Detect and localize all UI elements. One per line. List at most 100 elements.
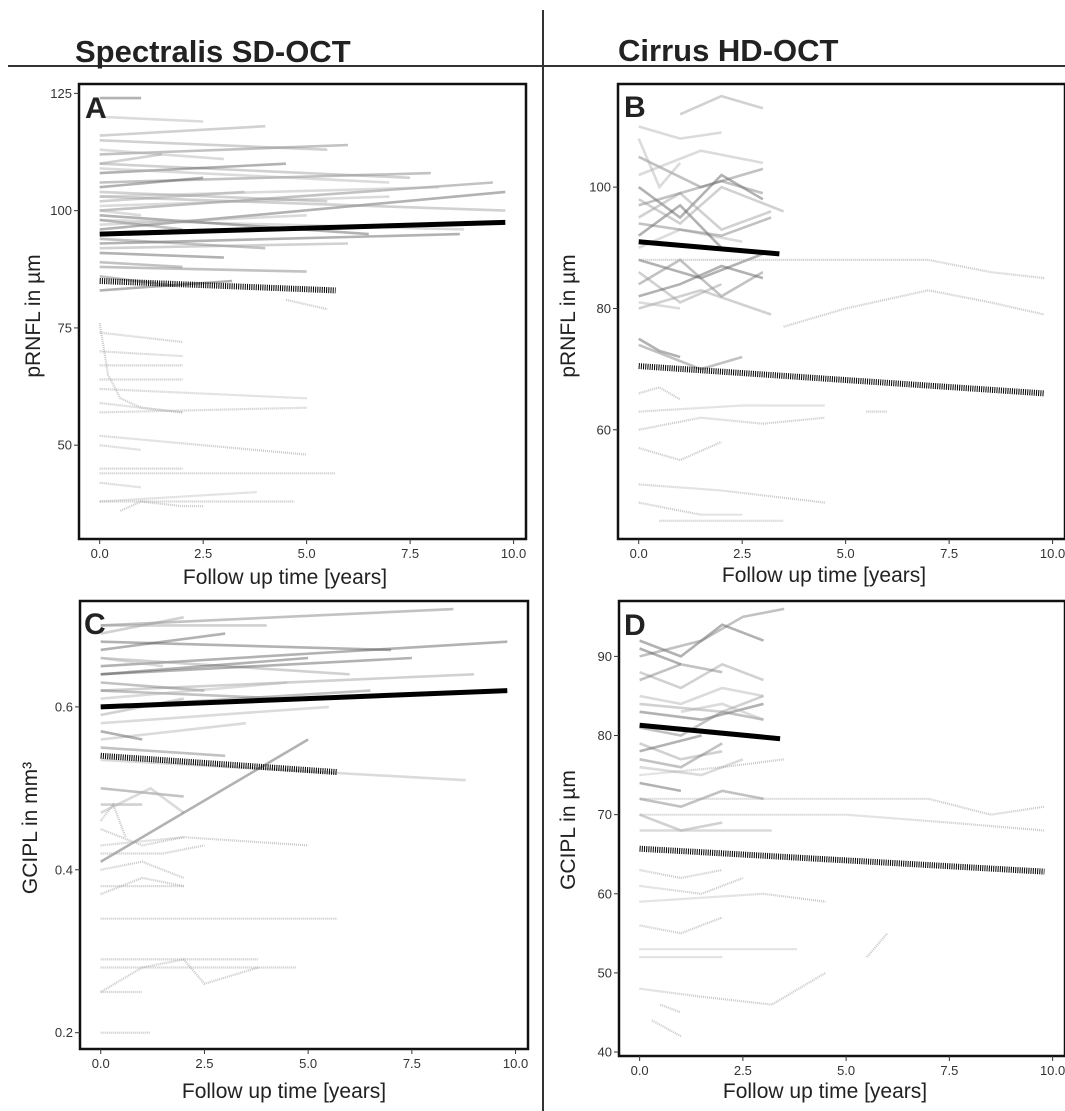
panel-b-letter: B — [624, 91, 646, 124]
panel-d-xtick-label: 2.5 — [734, 1063, 752, 1078]
panel-b: 0.0 2.5 5.0 7.5 10.0 6080100 B Follow up tim… — [557, 84, 1065, 587]
panel-a-xlabel: Follow up time [years] — [183, 566, 387, 589]
panel-d-subject-line — [640, 815, 1045, 831]
panel-b-mean-line-hatched — [639, 366, 1045, 393]
panel-d-xtick-label: 5.0 — [837, 1063, 855, 1078]
panel-d-ytick-label: 70 — [598, 807, 612, 822]
panel-c-ytick-label: 0.6 — [55, 699, 73, 714]
panel-a-individual-lines — [100, 98, 506, 511]
panel-a-subject-line — [100, 244, 348, 249]
panel-b-xticks: 0.0 2.5 5.0 7.5 10.0 — [630, 539, 1065, 561]
panel-d-ytick-label: 90 — [598, 649, 612, 664]
panel-b-mean-line-solid — [639, 242, 780, 254]
panel-d-ytick-label: 60 — [598, 886, 612, 901]
panel-c-subject-line — [101, 862, 184, 878]
panel-b-subject-line — [639, 503, 743, 515]
panel-b-xlabel: Follow up time [years] — [722, 564, 926, 587]
panel-c-individual-lines — [101, 609, 508, 1033]
panel-c-subject-line — [101, 788, 184, 813]
panel-d-xlabel: Follow up time [years] — [723, 1080, 927, 1103]
panel-a-xtick-label: 2.5 — [194, 546, 212, 561]
panel-b-individual-lines — [639, 96, 1045, 521]
panel-b-yticks: 60 80 100 — [589, 180, 618, 438]
panel-a-letter: A — [85, 92, 107, 125]
panel-a-subject-line — [100, 351, 183, 356]
panel-a-subject-line — [100, 253, 224, 258]
panel-b-subject-line — [639, 406, 825, 412]
panel-a-xticks: 0.0 2.5 5.0 7.5 10.0 — [91, 539, 527, 561]
panel-d-mean-line-hatched — [640, 849, 1045, 872]
panel-b-subject-line — [639, 151, 763, 175]
panel-a-xtick-label: 7.5 — [401, 546, 419, 561]
panel-a-subject-line — [100, 323, 183, 412]
panel-d-subject-line — [660, 1005, 681, 1013]
panel-b-xtick-label: 0.0 — [630, 546, 648, 561]
panel-b-xtick-label: 2.5 — [733, 546, 751, 561]
panel-d-ytick-label: 40 — [598, 1045, 612, 1060]
panel-d: 0.0 2.5 5.0 7.5 10.0 40 50 60 70 80 90 D Follow u… — [557, 601, 1065, 1103]
panel-d-subject-line — [640, 815, 723, 831]
panel-b-subject-line — [639, 442, 722, 460]
panel-c-xtick-label: 7.5 — [403, 1056, 421, 1071]
panel-b-xtick-label: 10.0 — [1040, 546, 1065, 561]
panel-a-subject-line — [100, 187, 439, 196]
panel-b-ytick-label: 100 — [589, 180, 611, 195]
panel-c-frame — [80, 601, 528, 1049]
panel-b-subject-line — [639, 290, 771, 314]
panel-a-subject-line — [100, 492, 257, 501]
panel-b-subject-line — [680, 96, 763, 114]
panel-c-subject-line — [101, 959, 259, 992]
panel-b-subject-line — [639, 127, 722, 139]
panel-a-subject-line — [100, 436, 307, 455]
column-title-left: Spectralis SD-OCT — [75, 34, 351, 69]
panel-a-ylabel: pRNFL in µm — [22, 254, 45, 377]
column-title-right: Cirrus HD-OCT — [618, 33, 839, 68]
panel-a-subject-line — [100, 126, 266, 135]
panel-d-subject-line — [640, 759, 785, 775]
panel-d-subject-line — [640, 918, 723, 934]
panel-d-subject-line — [640, 783, 681, 791]
panel-a-xtick-label: 0.0 — [91, 546, 109, 561]
panel-b-subject-line — [639, 484, 825, 502]
panel-c-xtick-label: 2.5 — [195, 1056, 213, 1071]
panel-b-xtick-label: 5.0 — [837, 546, 855, 561]
panel-d-subject-line — [640, 894, 826, 902]
panel-a-yticks: 50 75 100 125 — [50, 86, 79, 453]
panel-d-subject-line — [640, 736, 702, 752]
panel-c-subject-line — [101, 723, 246, 739]
panel-a-subject-line — [100, 140, 328, 149]
panel-a-xtick-label: 10.0 — [501, 546, 526, 561]
panel-a-subject-line — [100, 408, 307, 413]
panel-b-ytick-label: 60 — [597, 422, 611, 437]
panel-b-subject-line — [763, 418, 825, 424]
panel-a-subject-line — [100, 483, 141, 488]
panel-d-ytick-label: 50 — [598, 965, 612, 980]
panel-b-subject-line — [639, 418, 763, 430]
panel-a-ytick-label: 100 — [50, 203, 72, 218]
panel-d-subject-line — [640, 878, 743, 894]
panel-d-subject-line — [640, 688, 764, 704]
panel-d-xtick-label: 10.0 — [1040, 1063, 1065, 1078]
panel-b-ytick-label: 80 — [597, 301, 611, 316]
panel-a-subject-line — [100, 267, 307, 272]
panel-d-xtick-label: 7.5 — [940, 1063, 958, 1078]
panel-a-subject-line — [120, 502, 203, 511]
panel-c-subject-line — [101, 805, 126, 838]
panel-c-mean-line-hatched — [101, 756, 338, 772]
panel-a-ytick-label: 50 — [58, 438, 72, 453]
panel-d-xtick-label: 0.0 — [631, 1063, 649, 1078]
panel-b-subject-line — [784, 290, 1045, 326]
panel-c-yticks: 0.2 0.4 0.6 — [55, 699, 80, 1040]
panel-d-yticks: 40 50 60 70 80 90 — [598, 649, 619, 1060]
panel-b-frame — [618, 84, 1065, 539]
panel-d-subject-line — [640, 799, 1045, 815]
panel-d-subject-line — [867, 933, 888, 957]
panel-c-xtick-label: 5.0 — [299, 1056, 317, 1071]
panel-d-individual-lines — [640, 609, 1045, 1036]
panel-b-subject-line — [639, 139, 680, 188]
panel-a-subject-line — [100, 117, 204, 122]
panel-c-xlabel: Follow up time [years] — [182, 1080, 386, 1103]
panel-d-subject-line — [652, 1020, 681, 1036]
panel-c-xtick-label: 10.0 — [503, 1056, 528, 1071]
